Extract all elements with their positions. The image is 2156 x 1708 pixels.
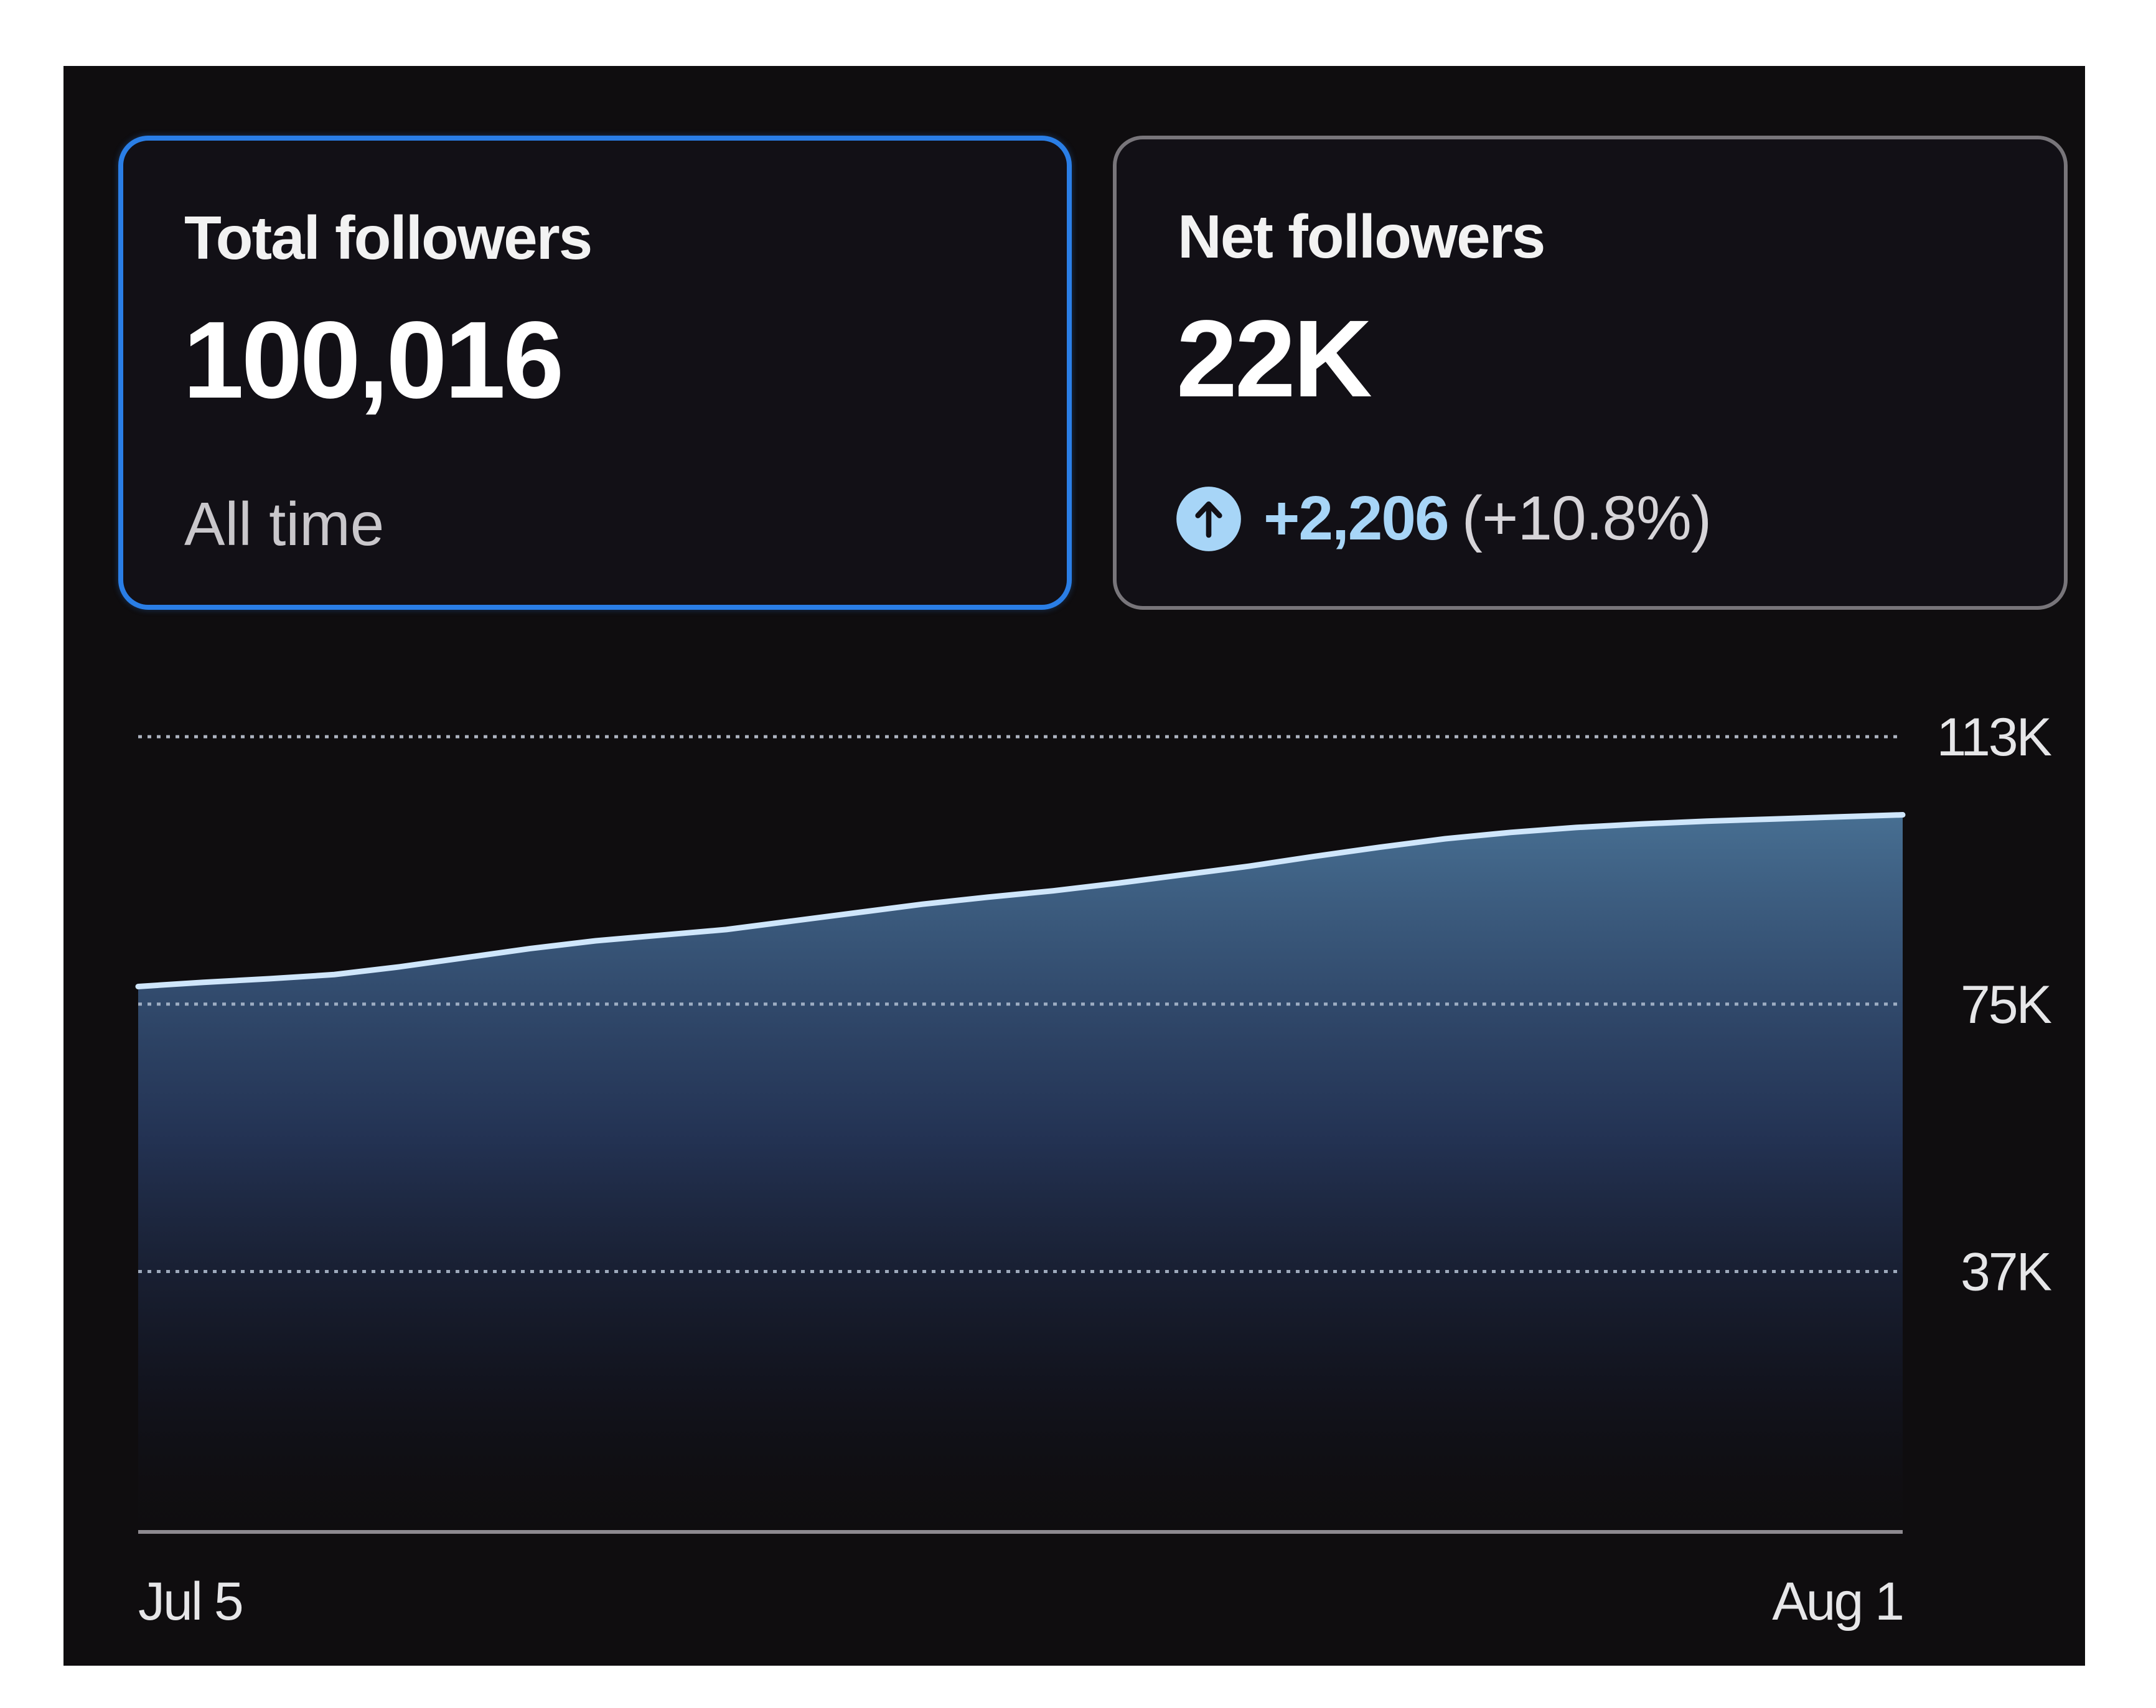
data-point-jul-28	[1638, 821, 1644, 827]
data-point-jul-17	[919, 901, 926, 907]
area-fill	[138, 814, 1903, 1532]
followers-panel: 37K 75K 113K Jul 5 Aug 1 Total followers 10…	[63, 66, 2085, 1666]
data-point-jul-29	[1704, 818, 1710, 824]
data-point-jul-23	[1311, 853, 1318, 859]
net-followers-delta: +2,206 (+10.8%)	[1175, 483, 1712, 554]
y-tick-label: 75K	[1961, 975, 2052, 1035]
data-point-jul-21	[1181, 872, 1187, 878]
data-point-jul-16	[854, 910, 860, 916]
data-point-jul-26	[1507, 829, 1514, 836]
data-point-jul-24	[1377, 844, 1383, 851]
y-tick-label: 113K	[1937, 707, 2052, 767]
data-point-jul-18	[985, 894, 991, 900]
data-point-jul-19	[1050, 888, 1056, 894]
data-point-jul-25	[1442, 836, 1448, 842]
net-followers-title: Net followers	[1178, 202, 1545, 271]
data-point-jul-22	[1246, 863, 1252, 869]
data-point-jul-10	[462, 954, 468, 961]
y-tick-labels: 37K 75K 113K	[1937, 707, 2054, 1302]
net-followers-card[interactable]: Net followers 22K +2,206 (+10.8%)	[1113, 136, 2068, 610]
x-tick-labels: Jul 5 Aug 1	[138, 1572, 1905, 1631]
total-followers-value: 100,016	[183, 299, 564, 421]
x-tick-label: Aug 1	[1772, 1572, 1903, 1631]
data-point-jul-14	[723, 926, 729, 933]
total-followers-title: Total followers	[184, 203, 593, 272]
data-point-jul-31	[1834, 814, 1840, 820]
data-point-jul-15	[789, 918, 795, 924]
data-point-jul-9	[396, 964, 403, 970]
net-followers-delta-percent: (+10.8%)	[1461, 483, 1712, 553]
data-point-jul-20	[1115, 880, 1122, 886]
series-line	[135, 812, 1906, 989]
data-point-jul-11	[527, 945, 533, 951]
x-tick-label: Jul 5	[138, 1572, 242, 1631]
data-point-jul-30	[1769, 816, 1775, 822]
data-point-jul-5	[135, 983, 141, 989]
arrow-up-circle-icon	[1176, 486, 1241, 551]
data-point-jul-7	[266, 976, 272, 982]
total-followers-period: All time	[184, 490, 385, 558]
data-point-aug-1	[1900, 812, 1906, 818]
data-point-jul-8	[331, 971, 337, 978]
total-followers-card[interactable]: Total followers 100,016 All time	[118, 136, 1072, 610]
data-point-jul-13	[658, 932, 664, 938]
net-followers-value: 22K	[1176, 298, 1372, 420]
y-tick-label: 37K	[1961, 1243, 2052, 1302]
data-point-jul-6	[200, 979, 207, 986]
followers-area-chart: 37K 75K 113K Jul 5 Aug 1	[135, 707, 2054, 1631]
data-point-jul-12	[593, 938, 599, 944]
data-point-jul-27	[1573, 824, 1579, 831]
net-followers-delta-value: +2,206	[1263, 483, 1450, 553]
